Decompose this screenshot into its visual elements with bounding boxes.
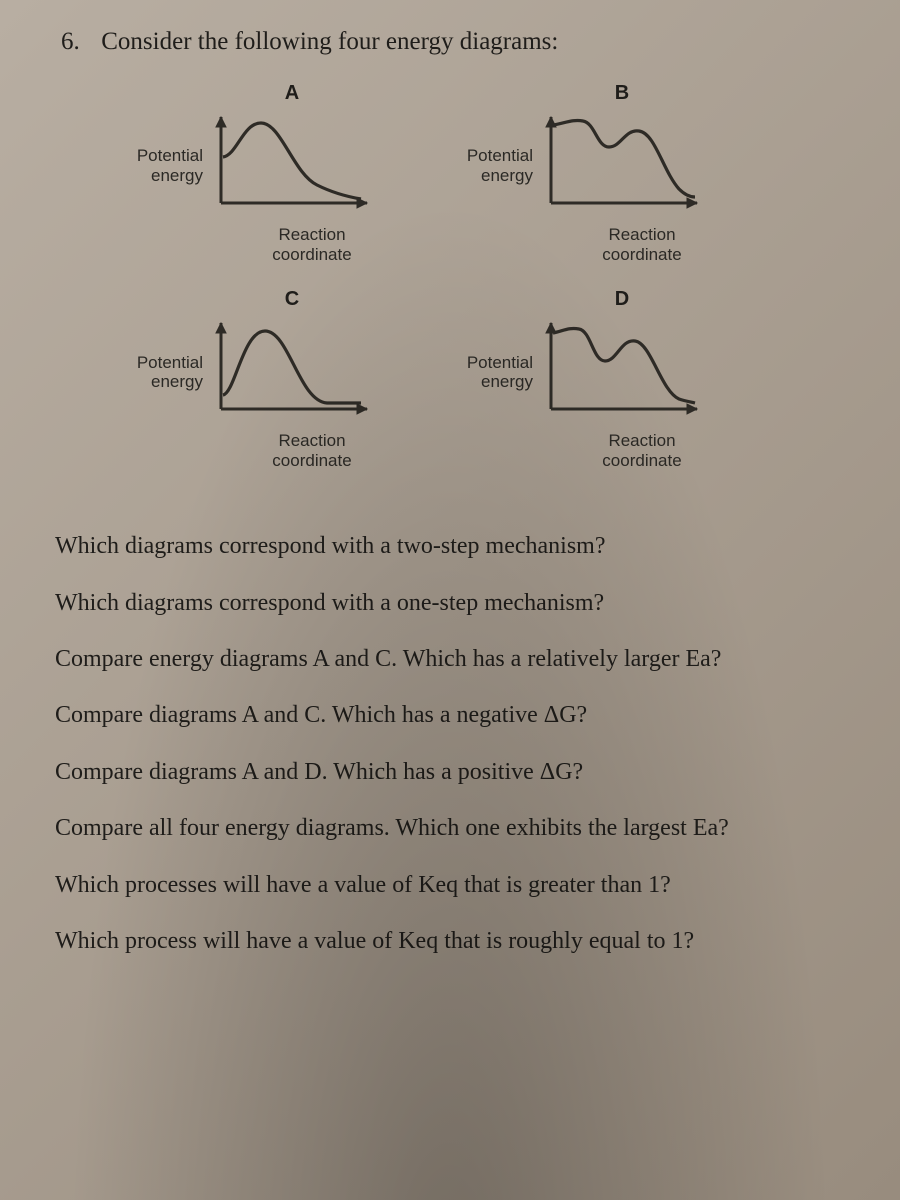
sub-question: Which diagrams correspond with a one-ste… xyxy=(55,587,860,619)
sub-question: Compare diagrams A and C. Which has a ne… xyxy=(55,699,860,731)
energy-curve-plot xyxy=(539,317,709,427)
diagram-label: B xyxy=(455,82,745,105)
arrow-up-icon xyxy=(216,323,226,333)
x-axis-label: Reaction coordinate xyxy=(125,431,415,470)
curve xyxy=(223,123,361,199)
sub-question: Compare all four energy diagrams. Which … xyxy=(55,812,860,844)
y-axis-label: Potential energy xyxy=(455,353,539,392)
energy-curve-plot xyxy=(209,111,379,221)
diagram-label: D xyxy=(455,288,745,311)
sub-question: Which diagrams correspond with a two-ste… xyxy=(55,530,860,562)
y-axis-label: Potential energy xyxy=(125,146,209,185)
sub-question: Compare diagrams A and D. Which has a po… xyxy=(55,756,860,788)
x-axis-label: Reaction coordinate xyxy=(455,431,745,470)
x-axis-label: Reaction coordinate xyxy=(455,225,745,264)
curve xyxy=(223,331,361,403)
curve xyxy=(553,120,695,197)
diagram-label: A xyxy=(125,82,415,105)
diagram-B: B Potential energy Reaction coordinate xyxy=(455,82,745,264)
sub-question: Compare energy diagrams A and C. Which h… xyxy=(55,643,860,675)
diagram-label: C xyxy=(125,288,415,311)
sub-question: Which processes will have a value of Keq… xyxy=(55,869,860,901)
arrow-up-icon xyxy=(216,117,226,127)
sub-question-list: Which diagrams correspond with a two-ste… xyxy=(55,530,860,957)
energy-curve-plot xyxy=(209,317,379,427)
diagram-grid: A Potential energy Reaction coordinate B… xyxy=(125,82,745,470)
x-axis-label: Reaction coordinate xyxy=(125,225,415,264)
question-text: Consider the following four energy diagr… xyxy=(101,28,558,55)
question-prompt: 6. Consider the following four energy di… xyxy=(55,28,860,56)
arrow-right-icon xyxy=(687,198,697,208)
energy-curve-plot xyxy=(539,111,709,221)
diagram-A: A Potential energy Reaction coordinate xyxy=(125,82,415,264)
sub-question: Which process will have a value of Keq t… xyxy=(55,925,860,957)
arrow-right-icon xyxy=(357,404,367,414)
y-axis-label: Potential energy xyxy=(455,146,539,185)
diagram-D: D Potential energy Reaction coordinate xyxy=(455,288,745,470)
curve xyxy=(553,329,695,404)
question-number: 6. xyxy=(61,28,95,56)
diagram-C: C Potential energy Reaction coordinate xyxy=(125,288,415,470)
arrow-right-icon xyxy=(687,404,697,414)
y-axis-label: Potential energy xyxy=(125,353,209,392)
